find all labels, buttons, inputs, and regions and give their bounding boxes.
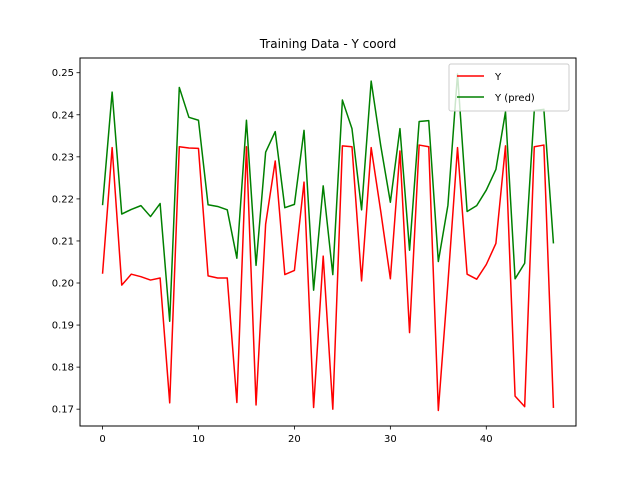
y-tick-label: 0.22 bbox=[52, 194, 74, 205]
series-layer bbox=[101, 73, 555, 412]
y-tick-label: 0.20 bbox=[52, 279, 74, 290]
plot-area-frame bbox=[79, 57, 577, 427]
x-tick-label: 40 bbox=[480, 434, 493, 445]
y-tick-label: 0.21 bbox=[52, 236, 74, 247]
y-tick-label: 0.23 bbox=[52, 152, 74, 163]
x-tick-label: 20 bbox=[288, 434, 301, 445]
y-tick-label: 0.17 bbox=[52, 405, 74, 416]
y-axis: 0.17 0.18 0.19 0.20 0.21 0.22 0.23 0.24 0.25 bbox=[52, 68, 80, 416]
y-tick-label: 0.19 bbox=[52, 321, 74, 332]
legend: Y Y (pred) bbox=[448, 63, 570, 112]
chart-title: Training Data - Y coord bbox=[259, 37, 397, 51]
legend-label-y-pred: Y (pred) bbox=[494, 93, 535, 104]
series-line-y-pred bbox=[101, 73, 555, 323]
y-tick-label: 0.25 bbox=[52, 68, 74, 79]
y-tick-label: 0.18 bbox=[52, 363, 74, 374]
x-axis: 0 10 20 30 40 bbox=[99, 426, 493, 445]
x-tick-label: 10 bbox=[192, 434, 205, 445]
series-line-y bbox=[101, 144, 555, 412]
y-tick-label: 0.24 bbox=[52, 110, 74, 121]
legend-label-y: Y bbox=[494, 72, 502, 83]
x-tick-label: 30 bbox=[384, 434, 397, 445]
x-tick-label: 0 bbox=[99, 434, 105, 445]
